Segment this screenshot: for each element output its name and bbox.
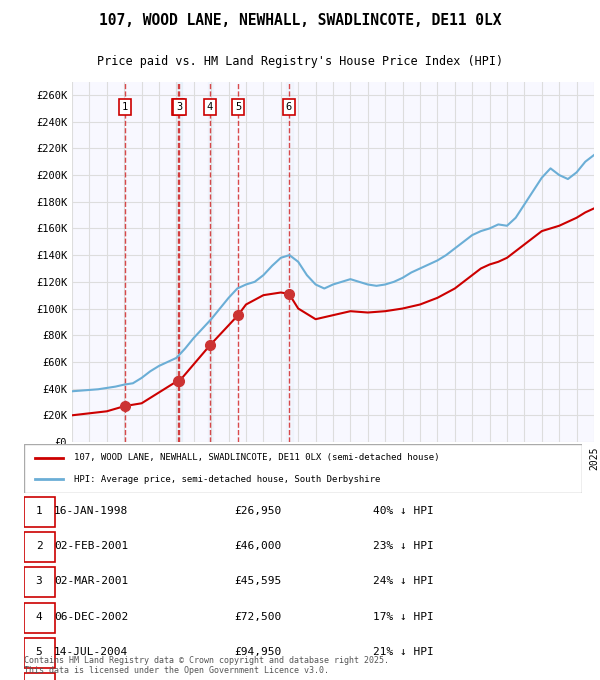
Text: £46,000: £46,000 — [235, 541, 282, 551]
Text: 40% ↓ HPI: 40% ↓ HPI — [373, 506, 434, 515]
Text: 23% ↓ HPI: 23% ↓ HPI — [373, 541, 434, 551]
Text: 16-JAN-1998: 16-JAN-1998 — [54, 506, 128, 515]
FancyBboxPatch shape — [24, 444, 582, 493]
FancyBboxPatch shape — [24, 496, 55, 526]
Text: 107, WOOD LANE, NEWHALL, SWADLINCOTE, DE11 0LX (semi-detached house): 107, WOOD LANE, NEWHALL, SWADLINCOTE, DE… — [74, 454, 440, 462]
Text: 1: 1 — [122, 102, 128, 112]
Bar — [208, 82, 213, 442]
Text: £45,595: £45,595 — [235, 577, 282, 586]
Text: 3: 3 — [176, 102, 182, 112]
Bar — [176, 82, 182, 442]
Bar — [286, 82, 293, 442]
Text: 2: 2 — [175, 102, 181, 112]
Text: 5: 5 — [235, 102, 241, 112]
Text: 4: 4 — [35, 612, 43, 622]
Text: Price paid vs. HM Land Registry's House Price Index (HPI): Price paid vs. HM Land Registry's House … — [97, 54, 503, 68]
FancyBboxPatch shape — [24, 602, 55, 632]
Text: £72,500: £72,500 — [235, 612, 282, 622]
Text: 17% ↓ HPI: 17% ↓ HPI — [373, 612, 434, 622]
Text: 1: 1 — [35, 506, 43, 515]
Text: 06-DEC-2002: 06-DEC-2002 — [54, 612, 128, 622]
FancyBboxPatch shape — [24, 567, 55, 597]
Text: 02-FEB-2001: 02-FEB-2001 — [54, 541, 128, 551]
Text: 02-MAR-2001: 02-MAR-2001 — [54, 577, 128, 586]
Text: 14-JUL-2004: 14-JUL-2004 — [54, 647, 128, 657]
Text: £94,950: £94,950 — [235, 647, 282, 657]
Text: £26,950: £26,950 — [235, 506, 282, 515]
Text: Contains HM Land Registry data © Crown copyright and database right 2025.
This d: Contains HM Land Registry data © Crown c… — [24, 656, 389, 675]
Text: 3: 3 — [35, 577, 43, 586]
Text: 2: 2 — [35, 541, 43, 551]
Text: 107, WOOD LANE, NEWHALL, SWADLINCOTE, DE11 0LX: 107, WOOD LANE, NEWHALL, SWADLINCOTE, DE… — [99, 13, 501, 28]
FancyBboxPatch shape — [24, 532, 55, 562]
FancyBboxPatch shape — [24, 673, 55, 680]
Text: HPI: Average price, semi-detached house, South Derbyshire: HPI: Average price, semi-detached house,… — [74, 475, 380, 483]
Text: 4: 4 — [207, 102, 213, 112]
FancyBboxPatch shape — [24, 638, 55, 668]
Text: 6: 6 — [286, 102, 292, 112]
Text: 5: 5 — [35, 647, 43, 657]
Text: 21% ↓ HPI: 21% ↓ HPI — [373, 647, 434, 657]
Text: 24% ↓ HPI: 24% ↓ HPI — [373, 577, 434, 586]
